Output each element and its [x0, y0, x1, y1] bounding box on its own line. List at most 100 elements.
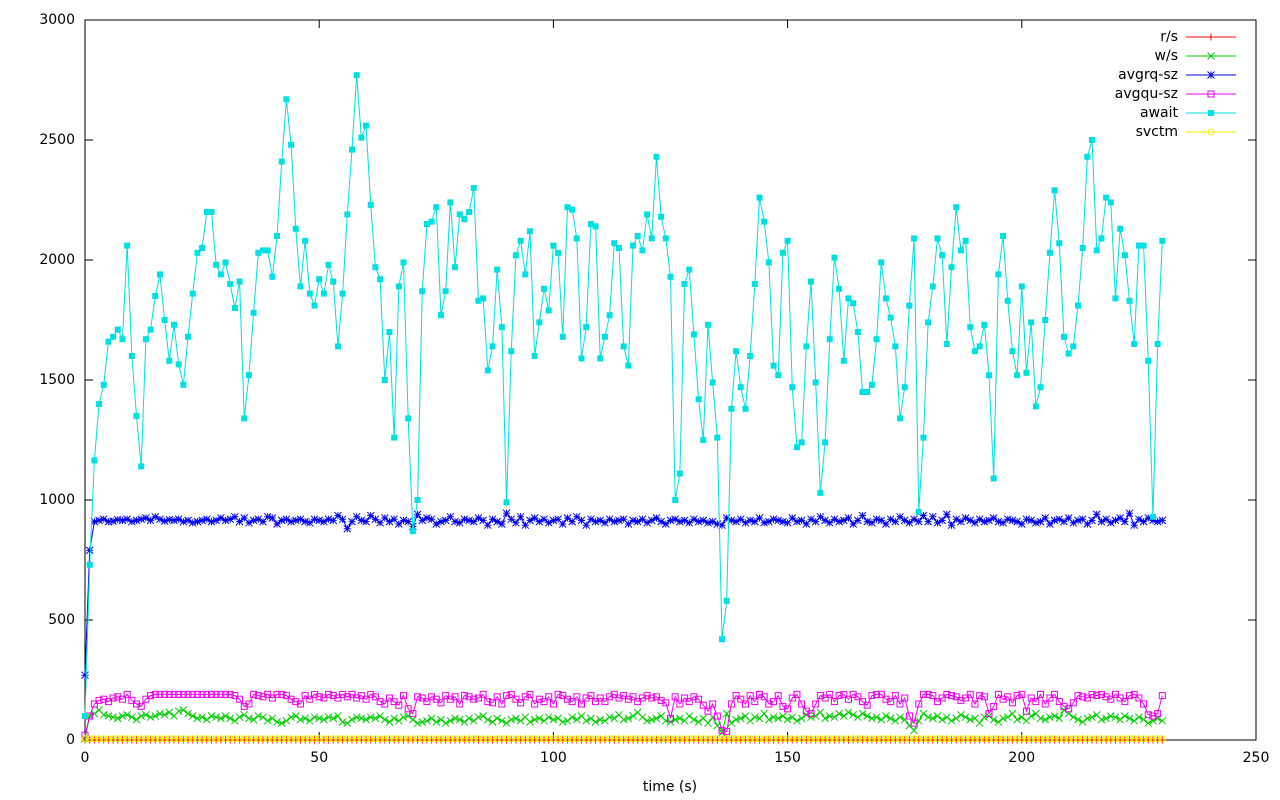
marker — [1139, 715, 1148, 724]
marker — [708, 517, 717, 526]
marker — [788, 735, 796, 743]
marker — [825, 518, 834, 527]
marker — [541, 285, 548, 292]
marker — [305, 716, 314, 725]
marker — [124, 242, 131, 249]
marker — [1069, 699, 1077, 707]
marker — [455, 715, 464, 724]
marker — [825, 712, 834, 720]
marker — [629, 735, 637, 743]
marker — [920, 434, 927, 441]
marker — [427, 515, 436, 524]
marker — [325, 690, 333, 698]
marker — [962, 735, 970, 743]
marker — [222, 735, 230, 743]
marker — [104, 735, 112, 743]
marker — [118, 712, 127, 720]
marker — [807, 713, 815, 722]
marker — [268, 694, 276, 702]
marker — [1060, 333, 1067, 340]
marker — [1037, 735, 1045, 743]
marker — [746, 516, 754, 525]
marker — [366, 511, 375, 520]
marker — [301, 692, 309, 700]
marker — [751, 698, 759, 706]
marker — [638, 694, 646, 702]
marker — [755, 690, 763, 698]
marker — [986, 372, 993, 379]
marker — [854, 516, 862, 525]
marker — [840, 357, 847, 364]
marker — [770, 698, 778, 706]
marker — [366, 713, 375, 722]
marker — [456, 700, 464, 708]
marker — [1027, 694, 1035, 702]
marker — [953, 204, 960, 211]
marker — [896, 713, 904, 722]
marker — [151, 712, 160, 720]
marker — [854, 693, 862, 701]
marker — [236, 278, 243, 285]
marker — [760, 709, 769, 718]
marker — [648, 735, 656, 743]
marker — [985, 516, 993, 525]
marker — [840, 735, 848, 743]
marker — [503, 499, 510, 506]
marker — [1017, 520, 1026, 528]
marker — [657, 696, 665, 704]
marker — [306, 290, 313, 297]
marker — [957, 247, 964, 254]
marker — [296, 735, 304, 743]
marker — [268, 714, 277, 723]
marker — [339, 290, 346, 297]
marker — [414, 693, 422, 701]
marker — [503, 735, 511, 743]
marker — [376, 518, 384, 527]
marker — [578, 355, 585, 362]
marker — [362, 695, 370, 703]
marker — [334, 712, 342, 720]
marker — [994, 735, 1002, 743]
marker — [352, 713, 361, 722]
marker — [873, 336, 880, 343]
marker — [142, 695, 150, 703]
marker — [859, 735, 867, 743]
marker — [1159, 237, 1166, 244]
marker — [727, 516, 736, 525]
marker — [198, 713, 206, 722]
marker — [259, 247, 266, 254]
marker — [967, 324, 974, 331]
marker — [882, 295, 889, 302]
marker — [924, 735, 932, 743]
marker — [292, 698, 300, 706]
marker — [690, 515, 698, 524]
marker — [962, 237, 969, 244]
marker — [671, 715, 680, 724]
marker — [980, 735, 988, 743]
marker — [1111, 713, 1120, 722]
marker — [704, 719, 712, 728]
marker — [1008, 735, 1016, 743]
series — [81, 690, 1166, 739]
marker — [915, 700, 923, 708]
marker — [549, 715, 558, 724]
marker — [783, 715, 792, 724]
marker — [839, 712, 848, 720]
marker — [1107, 735, 1115, 743]
marker — [329, 692, 337, 700]
marker — [605, 515, 614, 524]
marker — [160, 517, 169, 525]
marker — [367, 690, 375, 698]
marker — [709, 700, 717, 708]
marker — [732, 735, 740, 743]
marker — [493, 735, 501, 743]
marker — [502, 509, 511, 518]
marker — [367, 201, 374, 208]
marker — [549, 735, 557, 743]
marker — [1046, 713, 1054, 722]
marker — [648, 694, 656, 702]
marker — [161, 317, 168, 323]
marker — [723, 597, 730, 604]
marker — [165, 515, 174, 524]
marker — [835, 709, 843, 718]
